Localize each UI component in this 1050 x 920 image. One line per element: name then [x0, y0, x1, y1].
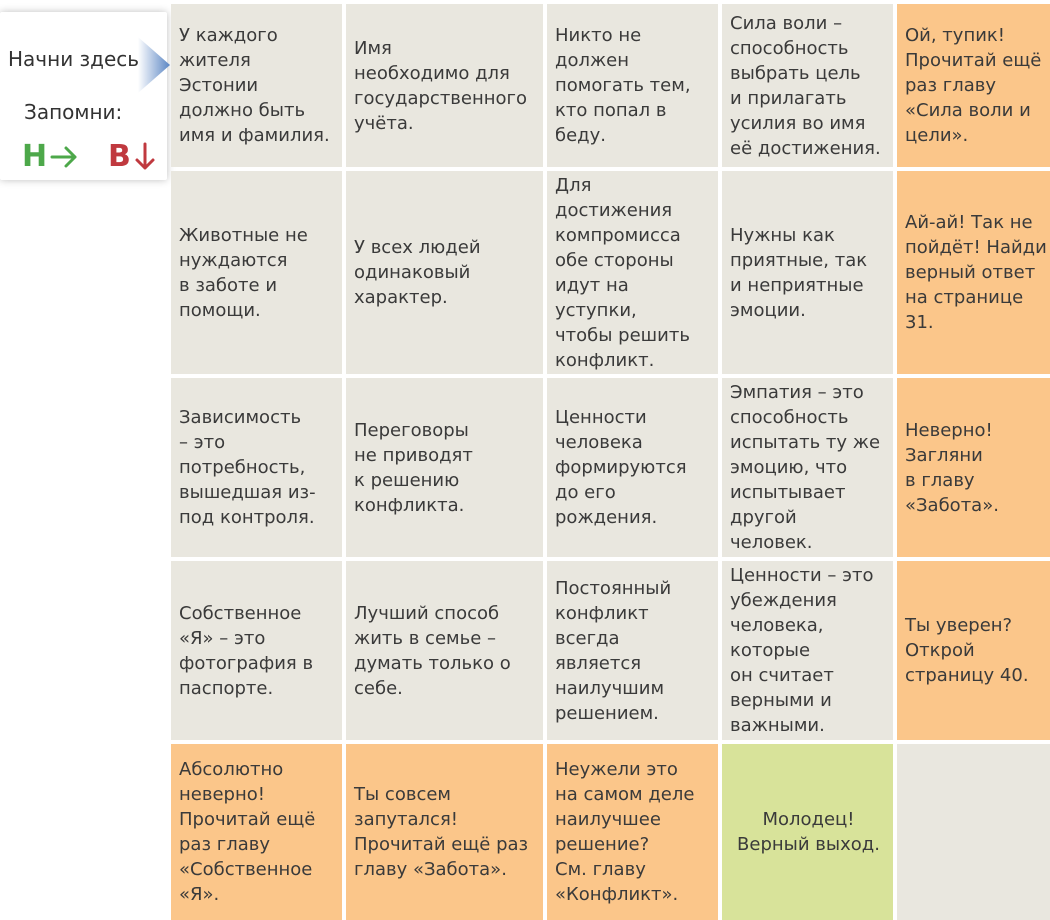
correct-exit-cell: Молодец! Верный выход.: [722, 744, 893, 920]
wrong-answer-cell: Ты уверен? Открой страницу 40.: [897, 561, 1050, 740]
statement-cell: Эмпатия – это способность испытать ту же…: [722, 378, 893, 557]
arrow-right-icon: [50, 146, 77, 168]
statement-cell: Зависимость – это потребность, вышедшая …: [171, 378, 342, 557]
remember-label: Запомни:: [24, 100, 123, 124]
wrong-answer-cell: Ой, тупик! Прочитай ещё раз главу «Сила …: [897, 4, 1050, 167]
statement-cell: Никто не должен помогать тем, кто попал …: [547, 4, 718, 167]
statement-cell: Для достижения компромисса обе стороны и…: [547, 171, 718, 374]
statement-cell: Лучший способ жить в семье – думать толь…: [346, 561, 543, 740]
statement-cell: Нужны как приятные, так и неприятные эмо…: [722, 171, 893, 374]
direction-yes-down: В: [108, 142, 156, 172]
statement-cell: Постоянный конфликт всегда является наил…: [547, 561, 718, 740]
statement-cell: Сила воли – способность выбрать цель и п…: [722, 4, 893, 167]
legend-box: Начни здесь! Запомни: Н В: [0, 12, 170, 180]
statement-cell: Ценности человека формируются до его рож…: [547, 378, 718, 557]
wrong-answer-cell: Неужели это на самом деле наилучшее реше…: [547, 744, 718, 920]
statement-cell: У каждого жителя Эстонии должно быть имя…: [171, 4, 342, 167]
statement-cell: Животные не нуждаются в заботе и помощи.: [171, 171, 342, 374]
arrow-down-icon: [135, 142, 155, 170]
wrong-answer-cell: Ты совсем запутался! Прочитай ещё раз гл…: [346, 744, 543, 920]
statement-cell: У всех людей одинаковый характер.: [346, 171, 543, 374]
yes-letter: В: [108, 139, 131, 174]
wrong-answer-cell: Абсолютно неверно! Прочитай ещё раз глав…: [171, 744, 342, 920]
wrong-answer-cell: Неверно! Загляни в главу «Забота».: [897, 378, 1050, 557]
start-here-label: Начни здесь!: [8, 47, 148, 71]
wrong-answer-cell: Ай-ай! Так не пойдёт! Найди верный ответ…: [897, 171, 1050, 374]
statement-cell: Собственное «Я» – это фотография в паспо…: [171, 561, 342, 740]
direction-no-right: Н: [22, 142, 80, 172]
empty-cell: [897, 744, 1050, 920]
statement-cell: Переговоры не приводят к решению конфлик…: [346, 378, 543, 557]
statement-cell: Имя необходимо для государственного учёт…: [346, 4, 543, 167]
maze-grid: У каждого жителя Эстонии должно быть имя…: [171, 4, 1050, 920]
no-letter: Н: [22, 139, 48, 174]
start-arrow-icon: [138, 37, 170, 93]
statement-cell: Ценности – это убеждения человека, котор…: [722, 561, 893, 740]
